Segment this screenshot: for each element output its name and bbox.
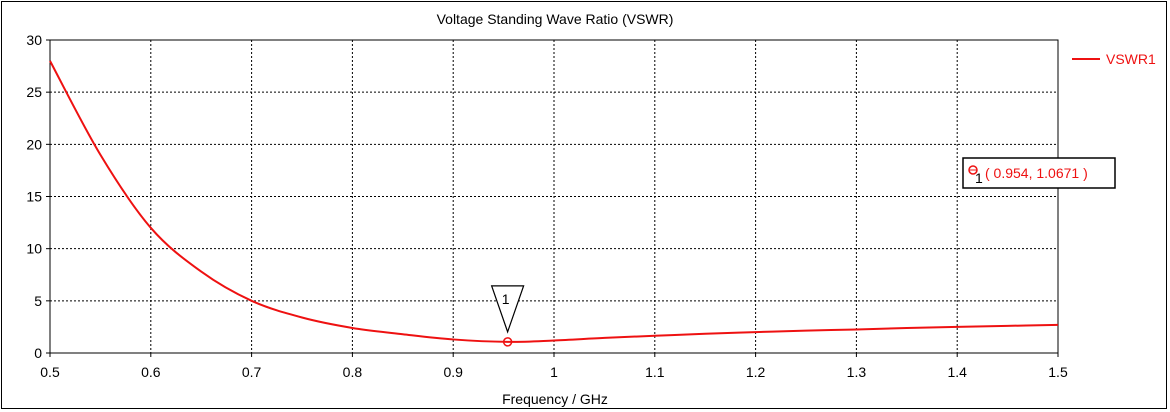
- x-tick-label: 1.4: [947, 364, 967, 380]
- y-tick-label: 15: [26, 189, 42, 205]
- y-tick-label: 25: [26, 84, 42, 100]
- x-tick-label: 1: [550, 364, 558, 380]
- x-tick-label: 0.7: [242, 364, 262, 380]
- readout-marker-id: 1: [975, 170, 983, 186]
- x-tick-label: 0.9: [443, 364, 463, 380]
- y-tick-label: 20: [26, 136, 42, 152]
- y-tick-label: 0: [34, 345, 42, 361]
- marker-readout-text: ( 0.954, 1.0671 ): [985, 165, 1088, 181]
- x-tick-label: 1.1: [645, 364, 665, 380]
- x-axis-label: Frequency / GHz: [502, 391, 608, 407]
- series-line-vswr1: [49, 60, 1059, 343]
- x-tick-label: 0.5: [40, 364, 60, 380]
- y-tick-label: 10: [26, 241, 42, 257]
- y-tick-label: 30: [26, 32, 42, 48]
- marker-point: [502, 337, 513, 347]
- x-tick-label: 0.6: [141, 364, 161, 380]
- x-tick-label: 1.5: [1048, 364, 1068, 380]
- marker-readout-box: [962, 157, 1116, 189]
- legend-label: VSWR1: [1106, 51, 1156, 67]
- y-tick-label: 5: [34, 293, 42, 309]
- marker-flag: [490, 285, 525, 334]
- x-tick-label: 1.3: [847, 364, 867, 380]
- marker-id-label: 1: [502, 291, 510, 307]
- chart-title: Voltage Standing Wave Ratio (VSWR): [437, 11, 674, 27]
- x-tick-label: 1.2: [746, 364, 766, 380]
- x-tick-label: 0.8: [343, 364, 363, 380]
